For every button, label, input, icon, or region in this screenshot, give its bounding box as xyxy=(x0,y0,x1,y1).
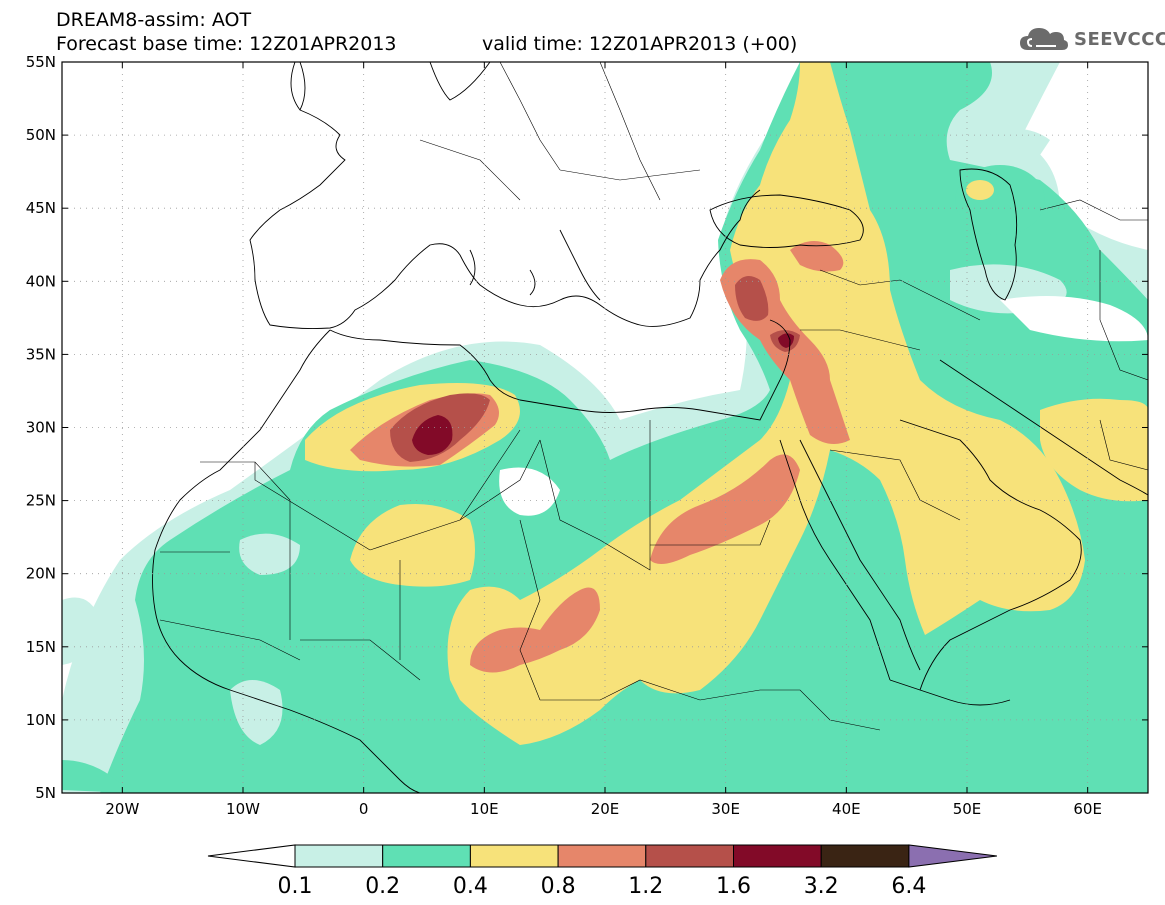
legend-level-label: 6.4 xyxy=(891,874,926,899)
lat-label: 40N xyxy=(26,272,56,290)
lat-label: 55N xyxy=(26,53,56,71)
legend-level-label: 0.1 xyxy=(278,874,313,899)
map-frame xyxy=(61,61,1149,794)
lat-label: 35N xyxy=(26,345,56,363)
valid-time: valid time: 12Z01APR2013 (+00) xyxy=(482,33,798,55)
legend-swatch xyxy=(820,844,910,868)
legend-level-label: 0.2 xyxy=(365,874,400,899)
lon-label: 10E xyxy=(470,800,499,818)
lat-label: 5N xyxy=(35,784,56,802)
lat-label: 10N xyxy=(26,711,56,729)
lon-label: 20W xyxy=(105,800,139,818)
coastlines xyxy=(152,62,1148,793)
lon-label: 0 xyxy=(359,800,369,818)
legend-level-label: 0.8 xyxy=(541,874,576,899)
lat-label: 25N xyxy=(26,492,56,510)
legend-swatch xyxy=(469,844,559,868)
map-grid xyxy=(62,61,1148,794)
legend-level-label: 1.6 xyxy=(716,874,751,899)
lon-label: 10W xyxy=(226,800,260,818)
lon-label: 50E xyxy=(953,800,982,818)
legend-swatch xyxy=(645,844,734,868)
seevccc-logo: SEEVCCC xyxy=(1018,24,1165,54)
legend-level-label: 0.4 xyxy=(453,874,488,899)
legend-swatch xyxy=(557,844,647,868)
color-legend: 0.1 0.2 0.4 0.8 1.2 1.6 3.2 6.4 xyxy=(207,844,997,899)
map-title: DREAM8-assim: AOT xyxy=(56,9,252,31)
lon-label: 60E xyxy=(1073,800,1102,818)
lat-label: 50N xyxy=(26,126,56,144)
country-borders xyxy=(159,62,1148,731)
legend-level-label: 3.2 xyxy=(804,874,839,899)
legend-swatch xyxy=(733,844,822,868)
lat-label: 15N xyxy=(26,638,56,656)
lon-label: 20E xyxy=(591,800,620,818)
longitude-labels: 20W 10W 0 10E 20E 30E 40E 50E 60E xyxy=(105,800,1102,818)
lat-label: 30N xyxy=(26,419,56,437)
legend-level-label: 1.2 xyxy=(628,874,663,899)
lon-label: 30E xyxy=(711,800,740,818)
cloud-icon xyxy=(1020,28,1068,50)
legend-swatch xyxy=(382,844,471,868)
lat-label: 20N xyxy=(26,565,56,583)
latitude-labels: 55N 50N 45N 40N 35N 30N 25N 20N 15N 10N 5N xyxy=(26,53,56,802)
aot-field xyxy=(62,62,1148,793)
legend-arrow-low xyxy=(207,844,296,868)
lat-label: 45N xyxy=(26,199,56,217)
logo-text: SEEVCCC xyxy=(1074,28,1165,50)
legend-arrow-high xyxy=(908,844,997,868)
lon-label: 40E xyxy=(832,800,861,818)
legend-swatch xyxy=(294,844,384,868)
forecast-base-time: Forecast base time: 12Z01APR2013 xyxy=(56,33,397,55)
